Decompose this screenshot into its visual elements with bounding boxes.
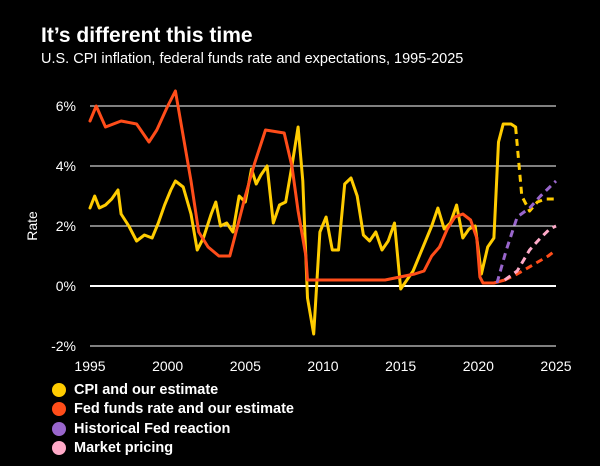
- x-tick-label: 2010: [307, 358, 338, 374]
- y-tick-label: -2%: [51, 338, 76, 354]
- chart-title: It’s different this time: [41, 24, 253, 47]
- series-lines: [88, 89, 558, 336]
- x-axis-ticks: 1995 2000 2005 2010 2015 2020 2025: [74, 358, 571, 374]
- series-line: [495, 179, 558, 284]
- y-tick-label: 4%: [56, 158, 76, 174]
- legend-label: Market pricing: [74, 440, 174, 457]
- series-line: [88, 122, 518, 336]
- legend: CPI and our estimate Fed funds rate and o…: [52, 380, 294, 458]
- legend-label: Historical Fed reaction: [74, 420, 231, 437]
- legend-label: Fed funds rate and our estimate: [74, 401, 294, 418]
- series-line: [503, 224, 557, 282]
- legend-item: Historical Fed reaction: [52, 419, 294, 439]
- y-tick-label: 6%: [56, 98, 76, 114]
- legend-item: CPI and our estimate: [52, 380, 294, 400]
- legend-item: Fed funds rate and our estimate: [52, 400, 294, 420]
- x-tick-label: 2005: [230, 358, 261, 374]
- legend-swatch: [52, 402, 66, 417]
- legend-swatch: [52, 382, 66, 397]
- y-axis-label: Rate: [24, 211, 40, 241]
- chart-subtitle: U.S. CPI inflation, federal funds rate a…: [41, 51, 464, 67]
- x-tick-label: 2000: [152, 358, 183, 374]
- legend-label: CPI and our estimate: [74, 381, 219, 398]
- series-line: [88, 89, 507, 285]
- legend-swatch: [52, 441, 66, 456]
- x-tick-label: 2020: [463, 358, 494, 374]
- y-axis-ticks: 6% 4% 2% 0% -2%: [51, 98, 76, 354]
- x-tick-label: 2015: [385, 358, 416, 374]
- y-tick-label: 2%: [56, 218, 76, 234]
- y-tick-label: 0%: [56, 278, 76, 294]
- x-tick-label: 2025: [540, 358, 571, 374]
- series-line: [514, 126, 556, 213]
- legend-item: Market pricing: [52, 439, 294, 459]
- series-line: [504, 248, 557, 282]
- legend-swatch: [52, 421, 66, 436]
- x-tick-label: 1995: [74, 358, 105, 374]
